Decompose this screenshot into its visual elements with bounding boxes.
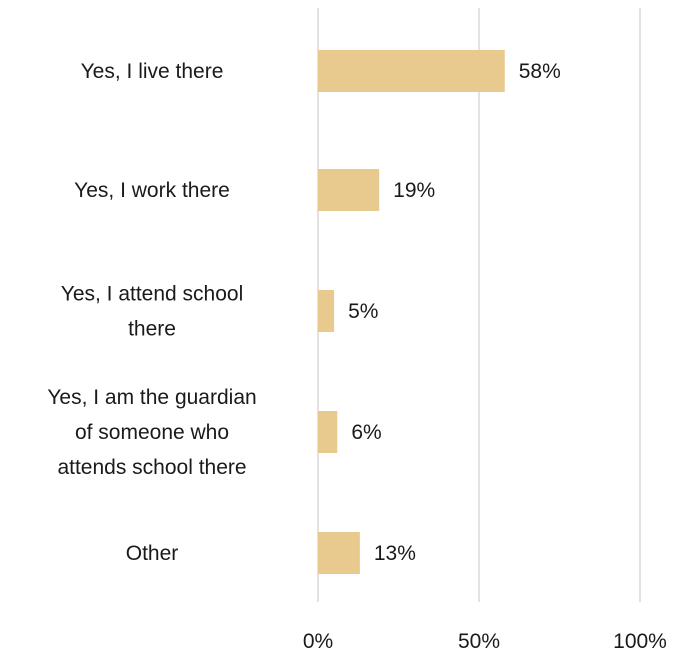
data-labels: 58% 19% 5% 6% 13% (348, 60, 561, 565)
category-labels: Yes, I live there Yes, I work there Yes, I… (47, 60, 256, 565)
category-label: Yes, I work there (74, 179, 230, 202)
bar (318, 50, 505, 92)
x-tick-label: 0% (303, 630, 333, 653)
bars (318, 50, 505, 574)
category-label: Other (126, 542, 179, 565)
x-axis-tick-labels: 0% 50% 100% (303, 630, 667, 653)
category-label-line: attends school there (57, 456, 246, 479)
data-label: 13% (374, 542, 416, 565)
category-label: Yes, I live there (81, 60, 224, 83)
data-label: 5% (348, 300, 378, 323)
category-label-line: Yes, I work there (74, 179, 230, 202)
bar (318, 532, 360, 574)
bar (318, 411, 338, 453)
category-label-line: Yes, I live there (81, 60, 224, 83)
x-tick-label: 50% (458, 630, 500, 653)
data-label: 6% (351, 421, 381, 444)
category-label-line: Yes, I attend school (61, 283, 244, 306)
bar (318, 290, 335, 332)
category-label-line: Yes, I am the guardian (47, 386, 256, 409)
category-label: Yes, I am the guardian of someone who atte… (47, 386, 256, 479)
data-label: 58% (519, 60, 561, 83)
data-label: 19% (393, 179, 435, 202)
category-label: Yes, I attend school there (61, 283, 244, 341)
category-label-line: of someone who (75, 421, 229, 444)
category-label-line: there (128, 318, 176, 341)
category-label-line: Other (126, 542, 179, 565)
bar (318, 169, 380, 211)
x-tick-label: 100% (613, 630, 667, 653)
